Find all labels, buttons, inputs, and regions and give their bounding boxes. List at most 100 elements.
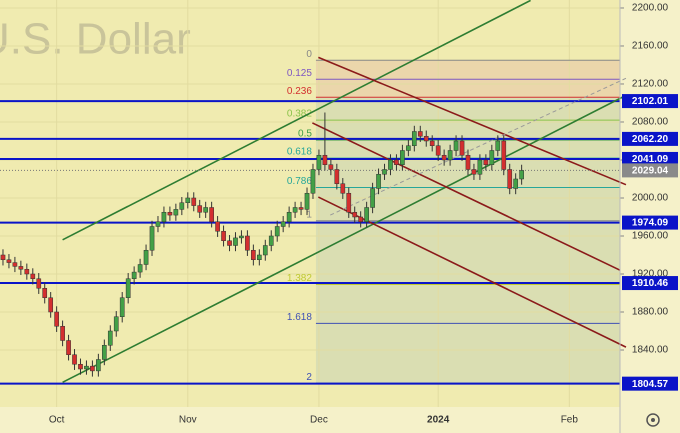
- level-tag-label: 2062.20: [632, 134, 669, 145]
- candle-body: [96, 359, 101, 372]
- candle-body: [417, 131, 423, 137]
- y-tick-label: 1960.00: [632, 231, 669, 242]
- candle-body: [519, 170, 524, 180]
- candle-body: [477, 159, 483, 175]
- candle-body: [209, 207, 214, 222]
- candle-body: [388, 159, 393, 170]
- candle-body: [441, 154, 447, 161]
- candle-body: [411, 131, 417, 146]
- level-tag-label: 1804.57: [632, 379, 669, 390]
- candle-body: [322, 154, 328, 165]
- candle-body: [143, 249, 149, 265]
- candle-body: [447, 150, 453, 161]
- time-axis-bg: [0, 407, 620, 433]
- candle-body: [90, 365, 95, 372]
- candle-body: [12, 262, 18, 267]
- candle-body: [274, 226, 280, 237]
- candle-body: [364, 207, 369, 222]
- candle-body: [24, 268, 30, 275]
- y-tick-label: 1840.00: [632, 345, 669, 356]
- candle-body: [262, 245, 268, 256]
- candle-body: [334, 169, 340, 184]
- trend-line: [62, 0, 531, 241]
- candle-body: [245, 235, 250, 251]
- candle-body: [60, 325, 65, 341]
- fib-label: 0.125: [287, 68, 312, 79]
- fib-label: 0.618: [287, 147, 312, 158]
- level-tag: [622, 94, 678, 109]
- level-tag-label: 1910.46: [632, 278, 669, 289]
- candle-body: [268, 235, 274, 246]
- candle-body: [465, 154, 471, 170]
- candle-body: [149, 226, 155, 251]
- candle-body: [406, 145, 411, 151]
- trend-line: [317, 196, 627, 348]
- fib-label: 0.236: [287, 86, 312, 97]
- candle-body: [215, 221, 220, 232]
- candle-body: [483, 159, 489, 165]
- trend-line: [62, 94, 627, 384]
- candle-body: [191, 197, 197, 206]
- candle-body: [459, 140, 465, 156]
- last-price-label: 2029.04: [632, 166, 669, 177]
- candle-body: [203, 207, 209, 213]
- candle-body: [227, 240, 232, 246]
- level-tag: [622, 276, 678, 291]
- y-tick-label: 2000.00: [632, 193, 669, 204]
- candle-body: [6, 259, 12, 263]
- level-tag-label: 2102.01: [632, 96, 669, 107]
- candle-body: [489, 150, 495, 165]
- candle-body: [280, 221, 286, 227]
- level-tag: [622, 131, 678, 146]
- candle-body: [119, 297, 125, 317]
- candle-body: [286, 211, 292, 222]
- x-tick-label: Feb: [561, 415, 579, 426]
- candle-body: [239, 235, 244, 239]
- x-tick-label: Nov: [179, 415, 197, 426]
- fib-label: 0.5: [298, 129, 312, 140]
- y-tick-label: 2080.00: [632, 117, 669, 128]
- candle-body: [72, 354, 77, 365]
- candle-body: [221, 230, 226, 241]
- level-tag-label: 1974.09: [632, 218, 669, 229]
- x-tick-label: Dec: [310, 415, 328, 426]
- candle-body: [233, 237, 238, 246]
- candle-body: [352, 211, 358, 218]
- last-price-tag: [622, 163, 678, 178]
- candle-body: [400, 150, 405, 165]
- candle-body: [304, 192, 310, 210]
- candle-body: [155, 221, 161, 227]
- candle-body: [298, 207, 304, 210]
- x-tick-label: Oct: [49, 415, 65, 426]
- candle-body: [0, 254, 6, 260]
- candle-body: [251, 249, 256, 260]
- level-tag-label: 2041.09: [632, 154, 669, 165]
- fib-label: 0.786: [287, 176, 312, 187]
- trend-line: [330, 77, 627, 216]
- candle-body: [382, 169, 387, 175]
- y-tick-label: 2200.00: [632, 3, 669, 14]
- fib-label: 0.382: [287, 109, 312, 120]
- candle-body: [471, 169, 477, 175]
- settings-icon[interactable]: [646, 413, 660, 427]
- candle-body: [113, 316, 119, 332]
- candle-body: [310, 169, 316, 194]
- candle-body: [513, 178, 519, 189]
- candle-body: [495, 140, 501, 151]
- candle-body: [125, 278, 131, 298]
- candle-body: [316, 154, 322, 170]
- candle-body: [292, 207, 298, 213]
- fib-label: 2: [306, 372, 312, 383]
- candle-body: [101, 344, 107, 360]
- candle-body: [197, 205, 203, 213]
- candle-body: [256, 254, 262, 260]
- fib-label: 1: [306, 209, 312, 220]
- fib-label: 1.382: [287, 273, 312, 284]
- candle-body: [340, 183, 346, 194]
- candle-body: [328, 164, 334, 170]
- x-tick-label: 2024: [427, 415, 450, 426]
- level-tag: [622, 151, 678, 166]
- y-tick-label: 1880.00: [632, 307, 669, 318]
- trend-line: [312, 122, 621, 271]
